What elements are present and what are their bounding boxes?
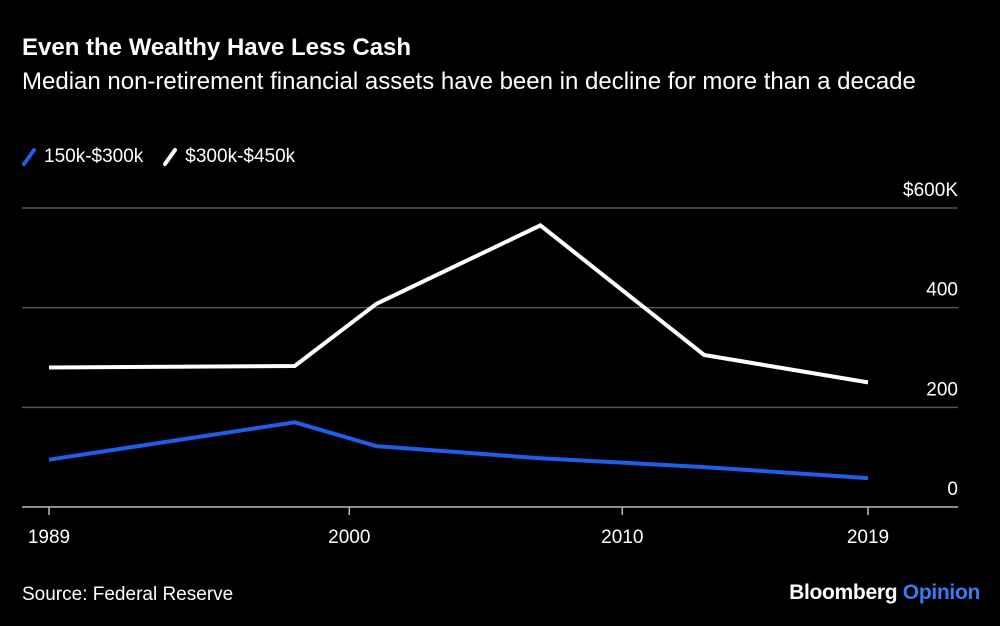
legend-swatch-150k-300k [22, 148, 36, 166]
legend-label-150k-300k: 150k-$300k [44, 146, 144, 167]
y-tick-label-400: 400 [926, 280, 958, 301]
source-note: Source: Federal Reserve [22, 584, 234, 605]
legend-item-300k-450k: $300k-$450k [163, 146, 295, 168]
y-tick-label-200: 200 [926, 379, 958, 400]
x-axis: 1989 2000 2010 2019 [22, 506, 958, 548]
chart-subtitle: Median non-retirement financial assets h… [22, 68, 916, 95]
brand-logo: Bloomberg Opinion [789, 581, 980, 605]
brand-primary: Bloomberg [789, 581, 898, 604]
gridlines [22, 207, 958, 409]
data-series [48, 223, 869, 481]
brand-secondary: Opinion [902, 581, 981, 604]
x-tick-label-2010: 2010 [601, 527, 643, 548]
series-line-0 [48, 420, 869, 481]
legend-swatch-300k-450k [163, 148, 178, 166]
y-tick-label-600: $600K [903, 180, 958, 201]
y-axis-tick-labels: 0 200 400 $600K [903, 180, 958, 500]
legend: 150k-$300k $300k-$450k [22, 146, 315, 168]
legend-item-150k-300k: 150k-$300k [22, 146, 143, 168]
x-tick-label-1989: 1989 [28, 527, 70, 548]
x-tick-label-2000: 2000 [328, 527, 370, 548]
y-tick-label-0: 0 [947, 479, 958, 500]
legend-label-300k-450k: $300k-$450k [185, 146, 296, 167]
series-line-1 [48, 223, 869, 385]
chart-title: Even the Wealthy Have Less Cash [22, 34, 412, 61]
x-tick-label-2019: 2019 [847, 527, 889, 548]
